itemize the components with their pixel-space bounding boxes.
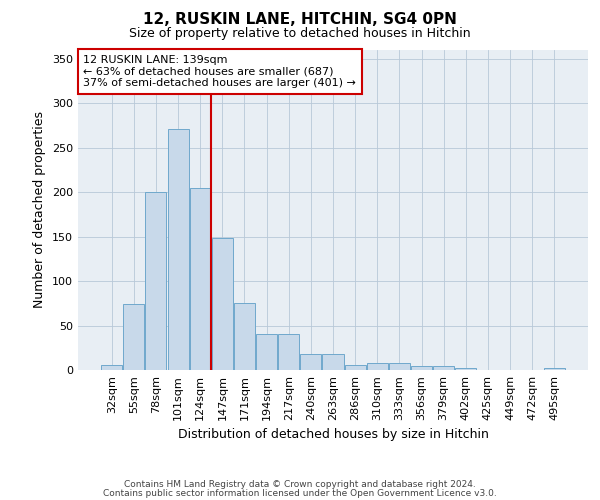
Bar — [344, 364, 365, 370]
Bar — [145, 192, 166, 370]
Text: Contains public sector information licensed under the Open Government Licence v3: Contains public sector information licen… — [103, 488, 497, 498]
Bar — [322, 354, 344, 370]
Bar — [411, 366, 432, 370]
Text: Size of property relative to detached houses in Hitchin: Size of property relative to detached ho… — [129, 28, 471, 40]
Bar — [433, 366, 454, 370]
Bar — [212, 238, 233, 370]
Bar — [101, 364, 122, 370]
Bar — [256, 334, 277, 370]
Bar — [301, 354, 322, 370]
Bar — [234, 304, 255, 370]
Bar — [389, 363, 410, 370]
Bar — [367, 363, 388, 370]
Text: 12 RUSKIN LANE: 139sqm
← 63% of detached houses are smaller (687)
37% of semi-de: 12 RUSKIN LANE: 139sqm ← 63% of detached… — [83, 55, 356, 88]
X-axis label: Distribution of detached houses by size in Hitchin: Distribution of detached houses by size … — [178, 428, 488, 442]
Bar — [278, 334, 299, 370]
Bar — [124, 304, 145, 370]
Text: 12, RUSKIN LANE, HITCHIN, SG4 0PN: 12, RUSKIN LANE, HITCHIN, SG4 0PN — [143, 12, 457, 28]
Bar — [190, 188, 211, 370]
Bar — [544, 368, 565, 370]
Bar — [455, 368, 476, 370]
Bar — [167, 129, 188, 370]
Y-axis label: Number of detached properties: Number of detached properties — [34, 112, 46, 308]
Text: Contains HM Land Registry data © Crown copyright and database right 2024.: Contains HM Land Registry data © Crown c… — [124, 480, 476, 489]
